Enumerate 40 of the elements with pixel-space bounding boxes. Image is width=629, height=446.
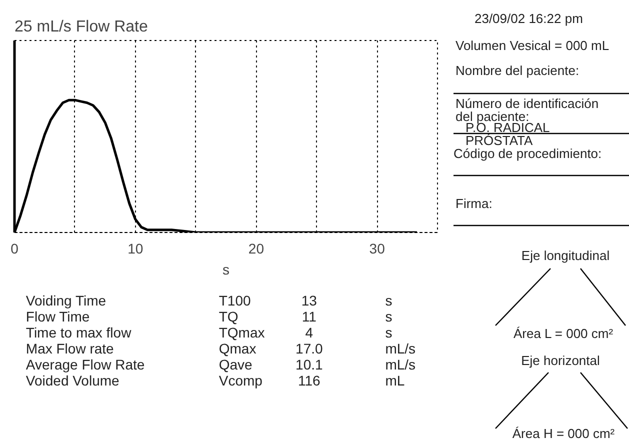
text: Max Flow rate bbox=[26, 340, 114, 356]
text: Nombre del paciente: bbox=[456, 63, 580, 78]
text: 13 bbox=[301, 292, 318, 308]
text: T100 bbox=[218, 292, 251, 308]
text: mL/s bbox=[385, 340, 416, 356]
text: Eje horizontal bbox=[521, 353, 600, 368]
text: 116 bbox=[298, 372, 321, 388]
text: TQmax bbox=[218, 324, 265, 340]
x-tick-label: 10 bbox=[128, 240, 144, 256]
text: mL bbox=[385, 372, 405, 388]
text: Número de identificación del paciente: bbox=[456, 96, 599, 124]
text: 4 bbox=[305, 324, 314, 340]
text: Time to max flow bbox=[26, 324, 132, 340]
text: Voided Volume bbox=[26, 372, 120, 388]
text: Qmax bbox=[218, 340, 256, 356]
text: Average Flow Rate bbox=[26, 356, 145, 372]
text: 11 bbox=[302, 308, 317, 324]
x-tick-label: 0 bbox=[10, 240, 19, 256]
text: s bbox=[385, 324, 392, 340]
text: Firma: bbox=[456, 196, 492, 211]
text: Eje longitudinal bbox=[521, 248, 610, 263]
text: 17.0 bbox=[296, 340, 324, 356]
text: Código de procedimiento: bbox=[454, 146, 602, 161]
text: 23/09/02 16:22 pm bbox=[474, 11, 583, 26]
text: Área H = 000 cm² bbox=[512, 426, 616, 441]
x-tick-label: 30 bbox=[369, 240, 386, 256]
x-axis-title: s bbox=[222, 262, 230, 278]
text: Volumen Vesical = 000 mL bbox=[456, 38, 610, 53]
text: s bbox=[385, 292, 392, 308]
text: TQ bbox=[218, 308, 238, 324]
text: s bbox=[385, 308, 392, 324]
text: Qave bbox=[218, 356, 253, 372]
text: Flow Time bbox=[26, 308, 90, 324]
x-tick-label: 20 bbox=[248, 240, 264, 256]
text: Vcomp bbox=[218, 372, 263, 388]
text: mL/s bbox=[385, 356, 416, 372]
text: 10.1 bbox=[296, 356, 324, 372]
text: Área L = 000 cm² bbox=[513, 326, 614, 341]
chart-title: 25 mL/s Flow Rate bbox=[14, 18, 148, 36]
text: Voiding Time bbox=[26, 292, 106, 308]
